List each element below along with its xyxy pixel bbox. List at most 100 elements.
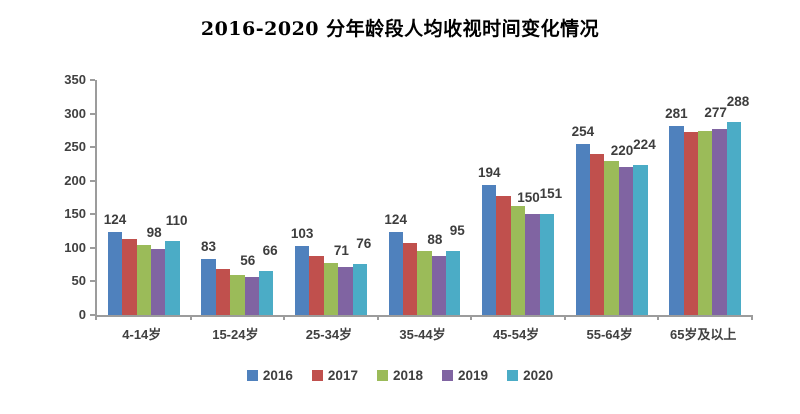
bar-2018-65岁及以上 bbox=[698, 131, 713, 315]
bar-2020-15-24岁 bbox=[258, 270, 274, 315]
legend-swatch-icon bbox=[246, 370, 258, 381]
y-axis-tick bbox=[90, 79, 95, 82]
bar-2018-4-14岁 bbox=[136, 245, 151, 315]
x-axis-tick bbox=[563, 315, 566, 320]
bar-value-label-2016-65岁及以上: 281 bbox=[665, 106, 688, 122]
bar-value-label-2016-35-44岁: 124 bbox=[384, 211, 407, 227]
legend-item-2016: 2016 bbox=[246, 368, 293, 383]
x-axis-tick bbox=[751, 315, 753, 320]
x-category-label: 4-14岁 bbox=[122, 327, 162, 342]
y-tick-label: 0 bbox=[78, 307, 86, 322]
legend-label: 2017 bbox=[327, 368, 358, 383]
bar-value-label-2019-65岁及以上: 277 bbox=[704, 105, 727, 121]
bar-value-label-2019-15-24岁: 56 bbox=[240, 253, 256, 269]
x-category-label: 55-64岁 bbox=[586, 327, 633, 342]
bar-value-label-2019-25-34岁: 71 bbox=[333, 243, 349, 259]
bar-2016-25-34岁 bbox=[294, 245, 310, 315]
legend-label: 2020 bbox=[523, 368, 554, 383]
bar-2017-45-54岁 bbox=[496, 196, 511, 315]
legend-swatch-icon bbox=[311, 370, 323, 381]
bar-2018-15-24岁 bbox=[230, 274, 245, 315]
bar-2018-25-34岁 bbox=[323, 263, 339, 315]
x-axis-tick bbox=[657, 315, 660, 320]
y-tick-label: 50 bbox=[71, 273, 86, 289]
x-category-label: 35-44岁 bbox=[399, 327, 446, 342]
legend-label: 2019 bbox=[458, 368, 489, 383]
legend-item-2017: 2017 bbox=[311, 368, 358, 383]
bar-2020-4-14岁 bbox=[165, 241, 180, 315]
bar-value-label-2020-15-24岁: 66 bbox=[262, 242, 278, 258]
y-axis-tick bbox=[90, 314, 95, 316]
y-axis-tick bbox=[90, 213, 95, 216]
bar-value-label-2016-55-64岁: 254 bbox=[571, 124, 595, 140]
bar-2020-45-54岁 bbox=[539, 213, 555, 315]
y-tick-label: 300 bbox=[64, 105, 86, 121]
bar-2016-35-44岁 bbox=[388, 231, 403, 315]
bar-2017-15-24岁 bbox=[215, 268, 231, 315]
x-category-label: 65岁及以上 bbox=[669, 327, 737, 342]
bar-2016-15-24岁 bbox=[201, 259, 216, 315]
bar-value-label-2019-4-14岁: 98 bbox=[146, 225, 162, 241]
y-axis-tick bbox=[90, 280, 95, 283]
bar-2019-35-44岁 bbox=[431, 255, 447, 315]
bar-value-label-2020-55-64岁: 224 bbox=[633, 136, 656, 152]
legend-item-2019: 2019 bbox=[442, 368, 488, 383]
bar-2020-55-64岁 bbox=[633, 164, 648, 315]
bar-2017-55-64岁 bbox=[590, 153, 605, 315]
bar-2018-35-44岁 bbox=[417, 250, 432, 315]
y-tick-label: 200 bbox=[64, 172, 86, 188]
y-tick-label: 100 bbox=[64, 239, 86, 255]
bar-2019-65岁及以上 bbox=[712, 129, 727, 315]
y-axis-tick bbox=[90, 112, 95, 115]
bar-2016-45-54岁 bbox=[482, 184, 497, 315]
x-axis-tick bbox=[283, 315, 286, 320]
y-tick-label: 350 bbox=[64, 72, 86, 87]
bar-2016-65岁及以上 bbox=[669, 126, 684, 315]
bar-2018-45-54岁 bbox=[510, 205, 526, 315]
bar-value-label-2020-4-14岁: 110 bbox=[165, 213, 188, 229]
bar-2019-45-54岁 bbox=[525, 214, 540, 315]
bar-2019-15-24岁 bbox=[244, 277, 259, 315]
bar-value-label-2020-35-44岁: 95 bbox=[449, 223, 465, 239]
x-axis-tick bbox=[376, 315, 379, 320]
x-category-label: 45-54岁 bbox=[492, 327, 540, 342]
legend: 2016 2017 2018 2019 2020 bbox=[0, 368, 800, 383]
bar-2017-35-44岁 bbox=[402, 242, 418, 315]
bar-value-label-2019-45-54岁: 150 bbox=[517, 190, 540, 206]
legend-swatch-icon bbox=[442, 370, 454, 381]
bar-value-label-2016-45-54岁: 194 bbox=[478, 164, 501, 180]
legend-label: 2016 bbox=[262, 368, 293, 383]
bar-2017-25-34岁 bbox=[309, 255, 324, 315]
legend-label: 2018 bbox=[392, 368, 424, 383]
legend-swatch-icon bbox=[507, 370, 519, 381]
x-axis-tick bbox=[189, 315, 192, 320]
x-axis-tick bbox=[95, 315, 97, 320]
bar-2017-4-14岁 bbox=[122, 239, 137, 315]
chart-title: 2016-2020 分年龄段人均收视时间变化情况 bbox=[200, 18, 600, 40]
bar-value-label-2016-15-24岁: 83 bbox=[201, 239, 217, 255]
y-axis-tick bbox=[90, 146, 95, 149]
bar-value-label-2020-45-54岁: 151 bbox=[539, 185, 563, 201]
y-axis-tick bbox=[90, 246, 95, 249]
bar-value-label-2019-35-44岁: 88 bbox=[427, 231, 443, 247]
x-category-label: 25-34岁 bbox=[305, 327, 353, 342]
bar-2019-55-64岁 bbox=[618, 167, 634, 315]
bar-2016-4-14岁 bbox=[107, 231, 123, 315]
bar-2020-25-34岁 bbox=[352, 263, 367, 315]
legend-swatch-icon bbox=[376, 370, 388, 381]
bar-2018-55-64岁 bbox=[604, 161, 619, 315]
y-axis-tick bbox=[90, 179, 95, 182]
bar-2020-35-44岁 bbox=[446, 251, 461, 315]
y-tick-label: 250 bbox=[64, 139, 86, 155]
legend-item-2020: 2020 bbox=[507, 368, 553, 383]
bar-value-label-2016-25-34岁: 103 bbox=[290, 225, 314, 241]
bar-value-label-2020-25-34岁: 76 bbox=[356, 235, 372, 251]
bar-value-label-2019-55-64岁: 220 bbox=[610, 143, 634, 159]
bar-2020-65岁及以上 bbox=[726, 121, 742, 315]
x-category-label: 15-24岁 bbox=[212, 327, 259, 342]
legend-item-2018: 2018 bbox=[376, 368, 424, 383]
bar-2016-55-64岁 bbox=[575, 144, 591, 315]
bar-value-label-2016-4-14岁: 124 bbox=[103, 211, 127, 227]
bar-value-label-2020-65岁及以上: 288 bbox=[726, 93, 750, 109]
